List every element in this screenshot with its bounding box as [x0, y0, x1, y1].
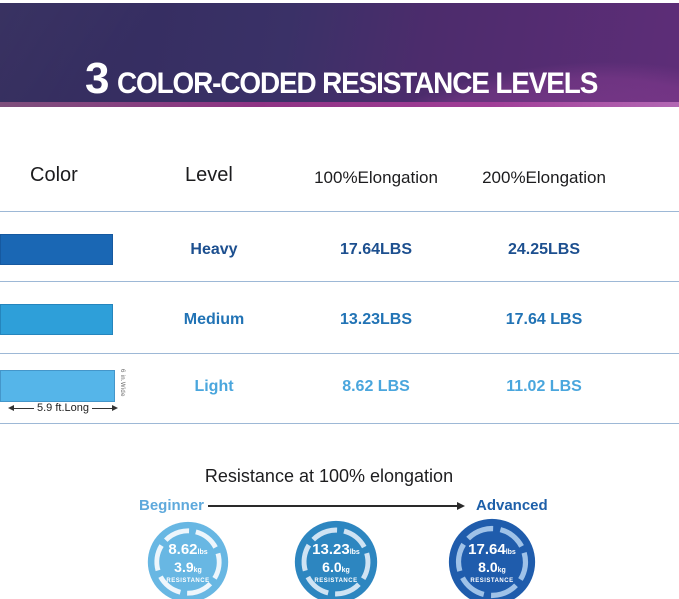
badge-text: 17.64lbs 8.0kg RESISTANCE — [448, 518, 536, 599]
light-100-elongation-value: 8.62 LBS — [342, 378, 410, 395]
page-title: COLOR-CODED RESISTANCE LEVELS — [117, 67, 598, 100]
light-200-elongation-value: 11.02 LBS — [506, 378, 582, 395]
band-width-label: 6 in.Wide — [119, 369, 125, 397]
medium-100-elongation-value: 13.23LBS — [339, 311, 413, 328]
table-rule-top — [0, 211, 679, 212]
badge-text: 13.23lbs 6.0kg RESISTANCE — [294, 520, 378, 599]
column-header-color: Color — [30, 164, 78, 186]
column-header-200-elongation: 200%Elongation — [482, 168, 606, 187]
medium-200-elongation-value: 17.64 LBS — [505, 311, 583, 328]
beginner-label: Beginner — [139, 497, 205, 514]
badge-lbs-unit: lbs — [505, 549, 516, 557]
level-label-medium: Medium — [183, 311, 245, 328]
badge-lbs-value: 13.23 — [312, 541, 350, 559]
badge-kg-value: 6.0 — [322, 559, 342, 576]
badge-kg-value: 3.9 — [174, 559, 194, 576]
level-label-heavy: Heavy — [190, 241, 238, 258]
column-header-level: Level — [185, 164, 233, 186]
heavy-200-elongation-value: 24.25LBS — [507, 241, 581, 258]
badge-circle-graphic — [448, 518, 536, 599]
badge-caption: RESISTANCE — [470, 578, 514, 585]
header-title-row: 3 COLOR-CODED RESISTANCE LEVELS — [85, 57, 634, 101]
dimension-line-right — [92, 407, 112, 409]
badge-lbs-value: 8.62 — [168, 541, 198, 559]
table-rule-2 — [0, 353, 679, 354]
light-band-swatch — [0, 370, 115, 402]
dimension-line-left — [14, 407, 34, 409]
table-rule-bottom — [0, 423, 679, 424]
advanced-label: Advanced — [476, 497, 548, 514]
right-arrow-icon — [112, 405, 118, 411]
left-arrow-icon — [8, 405, 14, 411]
band-length-label: 5.9 ft.Long — [37, 402, 89, 414]
badge-caption: RESISTANCE — [314, 578, 358, 585]
right-arrowhead-icon — [457, 501, 465, 510]
band-length-dimension: 5.9 ft.Long — [8, 402, 118, 414]
level-label-light: Light — [194, 378, 234, 395]
badge-kg-unit: kg — [193, 567, 202, 575]
badge-kg-value: 8.0 — [478, 559, 498, 576]
badge-kg-unit: kg — [497, 567, 506, 575]
badge-text: 8.62lbs 3.9kg RESISTANCE — [147, 521, 229, 599]
badge-lbs-unit: lbs — [197, 549, 208, 557]
beginner-to-advanced-line — [208, 505, 458, 507]
resistance-badge-light: 8.62lbs 3.9kg RESISTANCE — [147, 521, 229, 599]
header-number: 3 — [85, 54, 110, 103]
badge-lbs-unit: lbs — [349, 549, 360, 557]
medium-band-swatch — [0, 304, 113, 335]
header-banner: 3 COLOR-CODED RESISTANCE LEVELS — [0, 3, 679, 107]
badge-circle-graphic — [294, 520, 378, 599]
badge-lbs-value: 17.64 — [468, 541, 506, 559]
badge-kg-unit: kg — [341, 567, 350, 575]
heavy-band-swatch — [0, 234, 113, 265]
resistance-badge-medium: 13.23lbs 6.0kg RESISTANCE — [294, 520, 378, 599]
heavy-100-elongation-value: 17.64LBS — [339, 241, 413, 258]
footer-heading: Resistance at 100% elongation — [204, 466, 454, 486]
badge-circle-graphic — [147, 521, 229, 599]
badge-caption: RESISTANCE — [166, 578, 210, 585]
column-header-100-elongation: 100%Elongation — [314, 168, 438, 187]
resistance-badge-heavy: 17.64lbs 8.0kg RESISTANCE — [448, 518, 536, 599]
header-accent-strip — [0, 102, 679, 107]
table-rule-1 — [0, 281, 679, 282]
